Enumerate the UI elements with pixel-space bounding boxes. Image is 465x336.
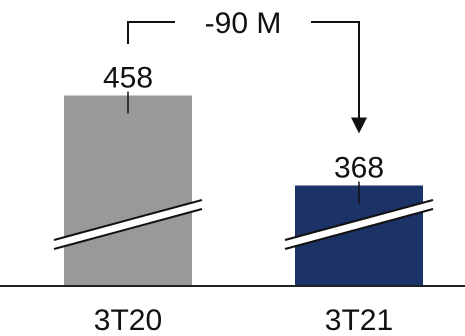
axis-break-line-1 bbox=[53, 199, 203, 241]
category-label-3t20: 3T20 bbox=[94, 304, 162, 336]
axis-break-line-2 bbox=[53, 208, 203, 250]
axis-break-3t20 bbox=[53, 199, 203, 250]
difference-arrowhead bbox=[351, 117, 367, 134]
category-label-3t21: 3T21 bbox=[325, 304, 393, 336]
axis-break-gap bbox=[285, 200, 433, 249]
difference-label-background bbox=[175, 4, 311, 42]
labels: 458 368 3T20 3T21 bbox=[94, 62, 393, 336]
bar-3t20 bbox=[64, 95, 192, 286]
axis-break-line-1 bbox=[284, 199, 434, 241]
axis-break-line-2 bbox=[284, 208, 434, 250]
difference-annotation: -90 M bbox=[127, 4, 367, 134]
axis-breaks bbox=[53, 199, 434, 250]
data-label-3t20: 458 bbox=[103, 62, 153, 95]
bars bbox=[64, 91, 423, 286]
axis-break-gap bbox=[54, 200, 202, 249]
axis-break-3t21 bbox=[284, 199, 434, 250]
data-label-3t21: 368 bbox=[334, 152, 384, 185]
difference-label: -90 M bbox=[205, 7, 282, 40]
